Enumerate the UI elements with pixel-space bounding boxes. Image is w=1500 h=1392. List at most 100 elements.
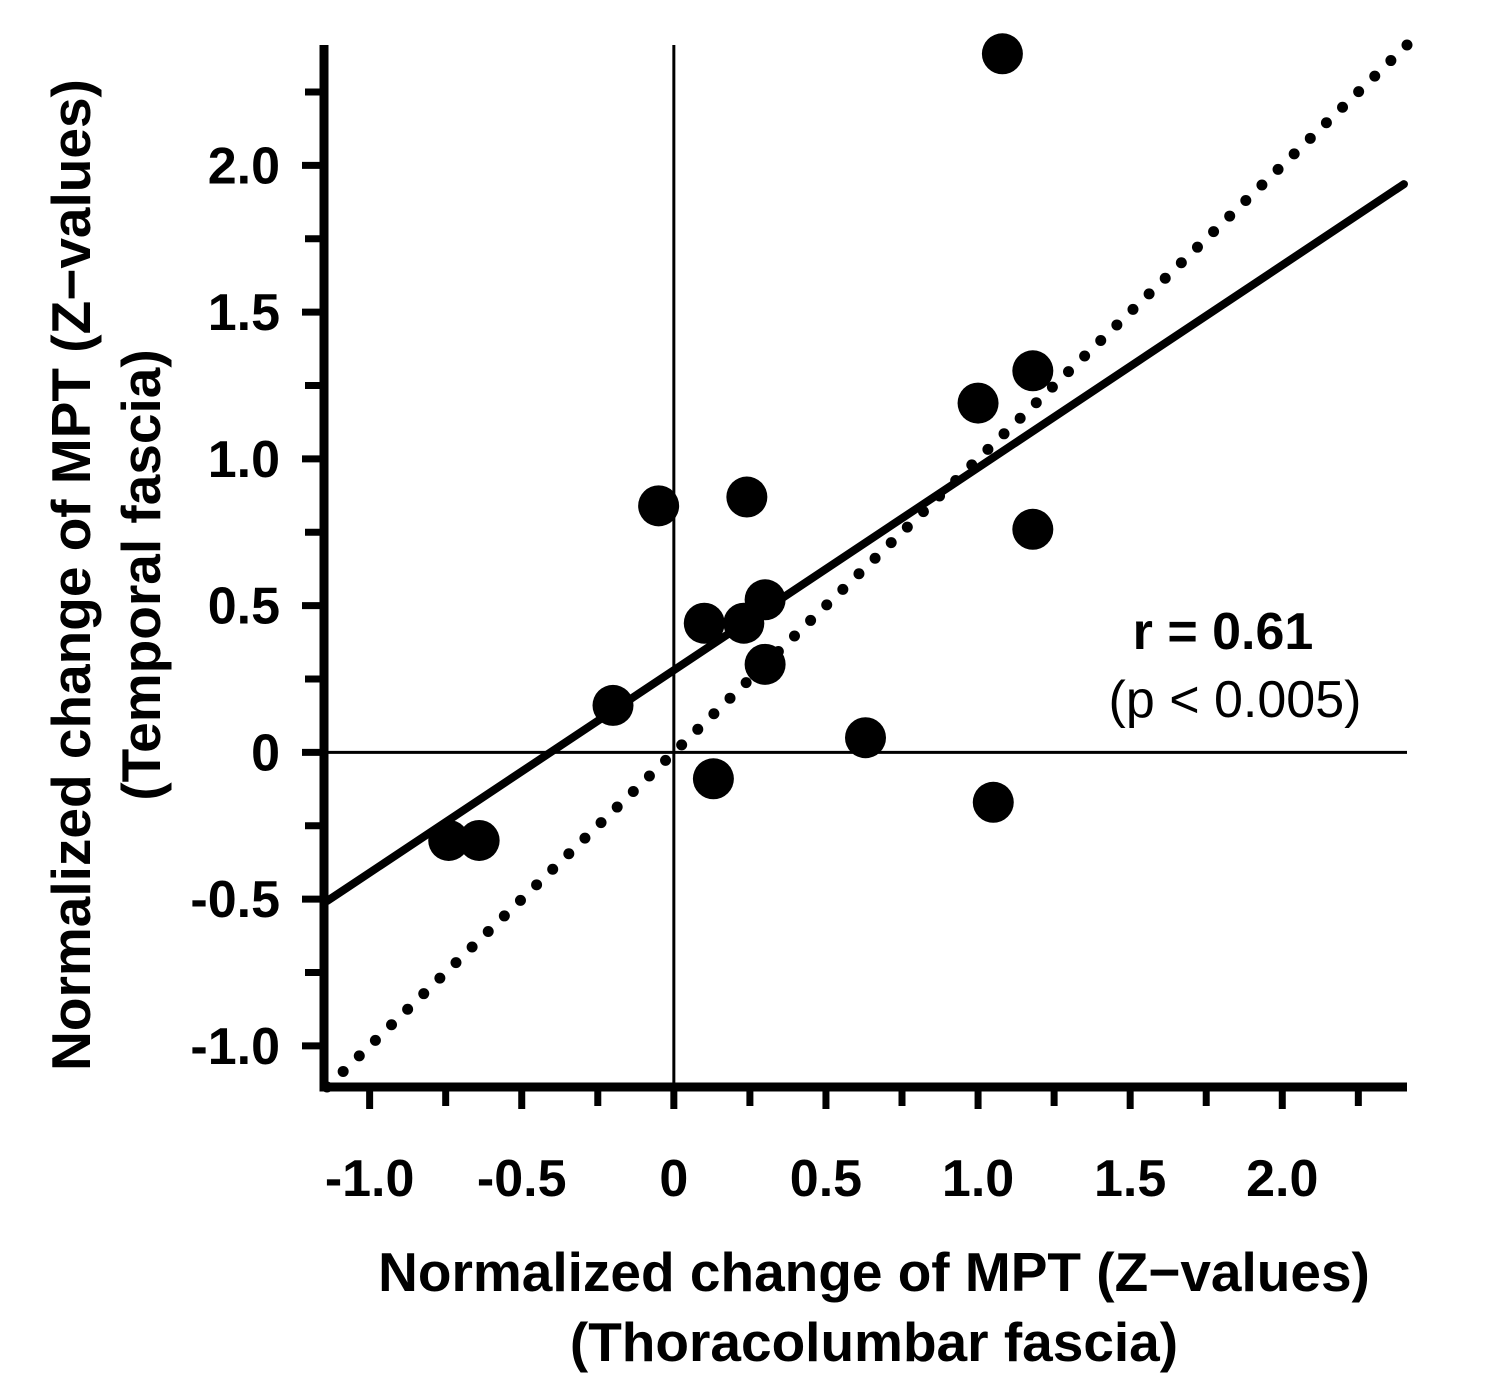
- x-tick-label: 0: [659, 1150, 688, 1208]
- identity-line-dot: [1159, 272, 1171, 284]
- identity-line-dot: [1288, 148, 1300, 160]
- identity-line-dot: [1337, 101, 1349, 113]
- identity-line-dot: [402, 1003, 414, 1015]
- x-tick-label: -1.0: [325, 1150, 415, 1208]
- data-point: [638, 485, 680, 527]
- identity-line-dot: [1063, 366, 1075, 378]
- x-tick-label: 1.5: [1094, 1150, 1166, 1208]
- data-point: [592, 684, 634, 726]
- data-point: [428, 819, 470, 861]
- identity-line-dot: [1191, 241, 1203, 253]
- identity-line-dot: [1030, 397, 1042, 409]
- y-tick-label: 1.0: [208, 431, 280, 489]
- y-axis-title-line2: (Temporal fascia): [110, 349, 172, 800]
- identity-line-dot: [595, 817, 607, 829]
- identity-line-dot: [579, 832, 591, 844]
- x-tick-label: 2.0: [1246, 1150, 1318, 1208]
- identity-line-dot: [1111, 319, 1123, 331]
- regression-solid-line: [323, 180, 1408, 906]
- data-point: [683, 602, 725, 644]
- data-points: [428, 33, 1054, 861]
- identity-line-dot: [547, 863, 559, 875]
- identity-line-dot: [1224, 210, 1236, 222]
- identity-line-dot: [643, 770, 655, 782]
- data-point: [1012, 350, 1054, 392]
- identity-line-dot: [821, 599, 833, 611]
- identity-line-dot: [1304, 132, 1316, 144]
- identity-line-dot: [805, 614, 817, 626]
- identity-line-dot: [660, 754, 672, 766]
- identity-line-dot: [853, 568, 865, 580]
- tick-labels: -1.0 -0.5 0 0.5 1.0 1.5 2.0 -1.0 -0.5 0 0.5 1.0 1.5 2…: [190, 137, 1318, 1208]
- data-point: [744, 643, 786, 685]
- x-axis-title-line2: (Thoracolumbar fascia): [570, 1311, 1178, 1373]
- identity-line-dot: [1256, 179, 1268, 191]
- data-point: [1012, 508, 1054, 550]
- identity-dotted-line: [321, 39, 1413, 1093]
- data-point: [845, 717, 886, 759]
- identity-line-dot: [627, 786, 639, 798]
- identity-line-dot: [788, 630, 800, 642]
- identity-line-dot: [611, 801, 623, 813]
- identity-line-dot: [1046, 381, 1058, 393]
- identity-line-dot: [353, 1050, 365, 1062]
- identity-line-dot: [1369, 70, 1381, 82]
- y-tick-label: 0: [251, 724, 280, 782]
- identity-line-dot: [982, 443, 994, 455]
- identity-line-dot: [514, 894, 526, 906]
- identity-line-dot: [1143, 288, 1155, 300]
- identity-line-dot: [450, 957, 462, 969]
- data-point: [458, 819, 500, 861]
- identity-line-dot: [498, 910, 510, 922]
- identity-line-dot: [1240, 195, 1252, 207]
- identity-line-dot: [1095, 334, 1107, 346]
- identity-line-dot: [1079, 350, 1091, 362]
- identity-line-dot: [369, 1034, 381, 1046]
- identity-line-dot: [466, 941, 478, 953]
- x-tick-label: 0.5: [790, 1150, 862, 1208]
- regression-line: [323, 180, 1408, 906]
- identity-line-dot: [1385, 55, 1397, 67]
- x-axis-title-line1: Normalized change of MPT (Z−values): [378, 1241, 1370, 1303]
- y-tick-label: -0.5: [190, 871, 280, 929]
- identity-line-dot: [998, 428, 1010, 440]
- identity-line-dot: [901, 521, 913, 533]
- x-tick-label: -0.5: [477, 1150, 567, 1208]
- data-point: [726, 476, 768, 518]
- identity-line-dot: [1175, 257, 1187, 269]
- identity-line-dot: [531, 879, 543, 891]
- data-point: [981, 33, 1023, 75]
- identity-line-dot: [337, 1065, 349, 1077]
- y-tick-label: 0.5: [208, 578, 280, 636]
- y-tick-label: 2.0: [208, 137, 280, 195]
- axes: [302, 45, 1407, 1109]
- x-tick-label: 1.0: [942, 1150, 1014, 1208]
- data-point: [692, 758, 734, 800]
- data-point: [972, 781, 1014, 823]
- identity-line-dot: [434, 972, 446, 984]
- y-tick-label: -1.0: [190, 1018, 280, 1076]
- identity-line-dot: [1272, 163, 1284, 175]
- identity-line-dot: [869, 552, 881, 564]
- identity-line-dot: [418, 988, 430, 1000]
- identity-line-dot: [1320, 117, 1332, 129]
- identity-line-dot: [740, 677, 752, 689]
- identity-line-dot: [563, 848, 575, 860]
- identity-line-dot: [692, 723, 704, 735]
- identity-line-dot: [1208, 226, 1220, 238]
- data-point: [957, 382, 999, 424]
- identity-line-dot: [482, 925, 494, 937]
- data-point: [744, 579, 786, 621]
- identity-line-dot: [837, 583, 849, 595]
- p-value-text: (p < 0.005): [1109, 671, 1362, 729]
- identity-line-dot: [1014, 412, 1026, 424]
- identity-line-dot: [386, 1019, 398, 1031]
- identity-line-dot: [724, 692, 736, 704]
- identity-line-dot: [1401, 39, 1413, 51]
- identity-line-dot: [885, 537, 897, 549]
- y-tick-label: 1.5: [208, 284, 280, 342]
- identity-line-dot: [1127, 303, 1139, 315]
- correlation-value-text: r = 0.61: [1133, 603, 1314, 661]
- identity-line-dot: [708, 708, 720, 720]
